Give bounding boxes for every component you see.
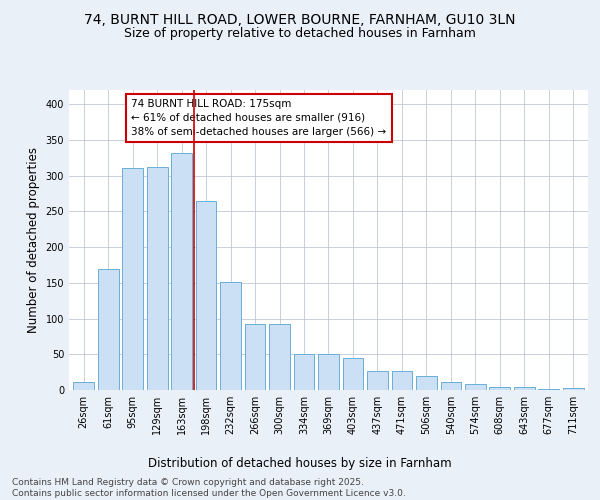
Bar	[367, 372, 388, 390]
Bar	[196, 202, 217, 390]
Bar	[514, 387, 535, 390]
Text: Distribution of detached houses by size in Farnham: Distribution of detached houses by size …	[148, 458, 452, 470]
Bar	[490, 387, 510, 390]
Bar	[392, 372, 412, 390]
Bar	[465, 384, 486, 390]
Bar	[343, 358, 364, 390]
Bar	[73, 382, 94, 390]
Bar	[269, 324, 290, 390]
Bar	[440, 382, 461, 390]
Text: Contains HM Land Registry data © Crown copyright and database right 2025.
Contai: Contains HM Land Registry data © Crown c…	[12, 478, 406, 498]
Bar	[147, 167, 167, 390]
Bar	[293, 354, 314, 390]
Bar	[245, 324, 265, 390]
Bar	[171, 153, 192, 390]
Y-axis label: Number of detached properties: Number of detached properties	[27, 147, 40, 333]
Text: 74, BURNT HILL ROAD, LOWER BOURNE, FARNHAM, GU10 3LN: 74, BURNT HILL ROAD, LOWER BOURNE, FARNH…	[84, 12, 516, 26]
Bar	[416, 376, 437, 390]
Bar	[220, 282, 241, 390]
Text: 74 BURNT HILL ROAD: 175sqm
← 61% of detached houses are smaller (916)
38% of sem: 74 BURNT HILL ROAD: 175sqm ← 61% of deta…	[131, 99, 386, 137]
Bar	[122, 168, 143, 390]
Bar	[563, 388, 584, 390]
Bar	[98, 268, 119, 390]
Text: Size of property relative to detached houses in Farnham: Size of property relative to detached ho…	[124, 28, 476, 40]
Bar	[318, 354, 339, 390]
